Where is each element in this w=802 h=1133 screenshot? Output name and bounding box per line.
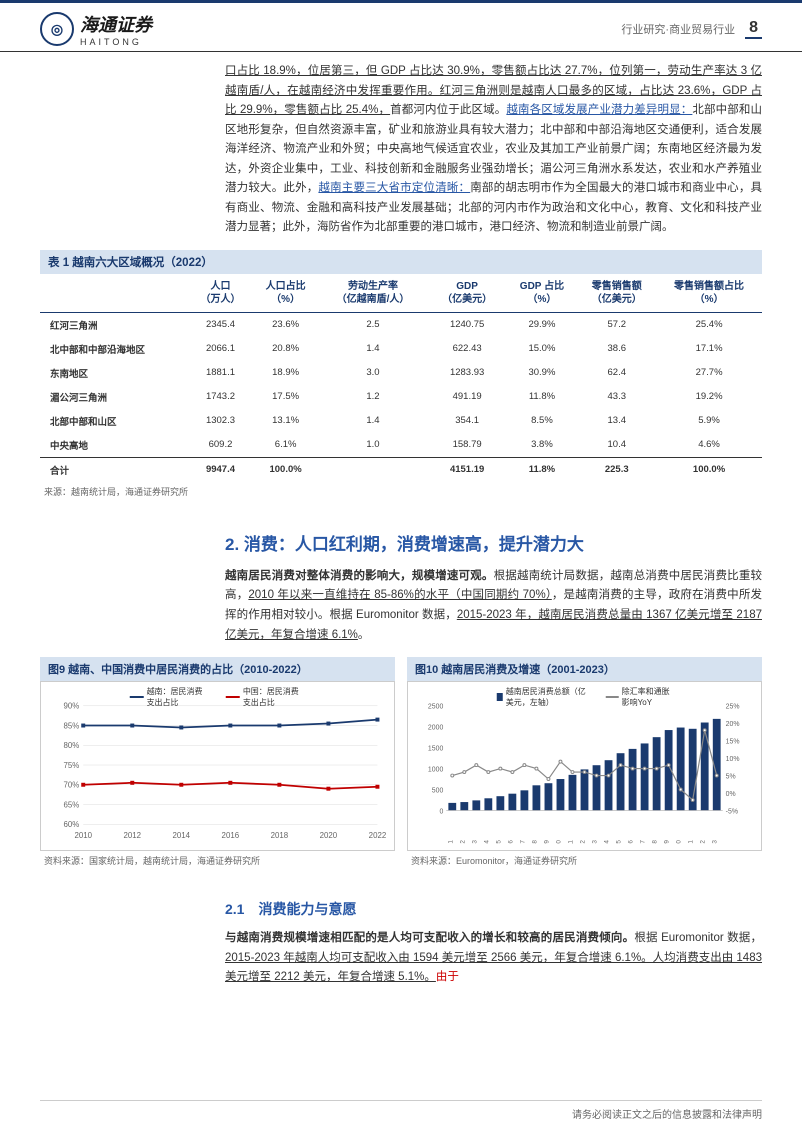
svg-text:2010: 2010 xyxy=(555,840,562,844)
svg-text:2005: 2005 xyxy=(495,840,502,844)
svg-text:500: 500 xyxy=(432,788,444,795)
svg-text:1000: 1000 xyxy=(428,767,444,774)
svg-text:2008: 2008 xyxy=(531,840,538,844)
svg-text:2020: 2020 xyxy=(320,831,338,840)
section2-paragraph: 越南居民消费对整体消费的影响大，规模增速可观。根据越南统计局数据，越南总消费中居… xyxy=(40,567,762,645)
chart10-source: 资料来源：Euromonitor，海通证券研究所 xyxy=(407,851,762,877)
svg-text:75%: 75% xyxy=(64,761,80,770)
chart9-source: 资料来源：国家统计局，越南统计局，海通证券研究所 xyxy=(40,851,395,877)
intro-paragraph: 口占比 18.9%，位居第三，但 GDP 占比达 30.9%，零售额占比达 27… xyxy=(40,62,762,238)
svg-text:0%: 0% xyxy=(726,791,736,798)
svg-text:65%: 65% xyxy=(64,801,80,810)
svg-text:2000: 2000 xyxy=(428,725,444,732)
logo-cn: 海通证券 xyxy=(80,11,152,37)
svg-text:60%: 60% xyxy=(64,820,80,829)
svg-text:90%: 90% xyxy=(64,702,80,711)
svg-text:2014: 2014 xyxy=(604,840,611,844)
svg-text:2009: 2009 xyxy=(543,840,550,844)
svg-text:2022: 2022 xyxy=(369,831,387,840)
svg-text:-5%: -5% xyxy=(726,809,738,816)
logo-en: HAITONG xyxy=(80,37,152,47)
svg-text:2017: 2017 xyxy=(640,840,647,844)
svg-text:25%: 25% xyxy=(726,704,740,711)
svg-text:70%: 70% xyxy=(64,781,80,790)
page-number: 8 xyxy=(745,19,762,39)
svg-text:1500: 1500 xyxy=(428,746,444,753)
svg-text:2011: 2011 xyxy=(567,840,574,844)
chart10: 图10 越南居民消费及增速（2001-2023） 越南居民消费总额（亿美元，左轴… xyxy=(407,657,762,877)
svg-text:2021: 2021 xyxy=(688,840,695,844)
sub21-paragraph: 与越南消费规模增速相匹配的是人均可支配收入的增长和较高的居民消费倾向。根据 Eu… xyxy=(40,929,762,988)
logo: ◎ 海通证券 HAITONG xyxy=(40,11,152,47)
chart-row: 图9 越南、中国消费中居民消费的占比（2010-2022） 越南：居民消费支出占… xyxy=(40,657,762,877)
doc-category: 行业研究·商业贸易行业 xyxy=(621,21,735,37)
chart10-title: 图10 越南居民消费及增速（2001-2023） xyxy=(407,657,762,681)
logo-icon: ◎ xyxy=(40,12,74,46)
region-table: 人口（万人）人口占比（%）劳动生产率（亿越南盾/人）GDP（亿美元）GDP 占比… xyxy=(40,274,762,482)
svg-text:2012: 2012 xyxy=(123,831,141,840)
svg-text:2014: 2014 xyxy=(173,831,191,840)
svg-text:2022: 2022 xyxy=(700,840,707,844)
svg-text:2018: 2018 xyxy=(271,831,289,840)
svg-text:2013: 2013 xyxy=(592,840,599,844)
svg-text:15%: 15% xyxy=(726,739,740,746)
svg-text:5%: 5% xyxy=(726,774,736,781)
svg-text:85%: 85% xyxy=(64,722,80,731)
svg-text:2020: 2020 xyxy=(676,840,683,844)
table1-title: 表 1 越南六大区域概况（2022） xyxy=(40,250,762,274)
chart9-title: 图9 越南、中国消费中居民消费的占比（2010-2022） xyxy=(40,657,395,681)
svg-text:2019: 2019 xyxy=(664,840,671,844)
svg-text:2018: 2018 xyxy=(652,840,659,844)
svg-text:2003: 2003 xyxy=(471,840,478,844)
svg-text:20%: 20% xyxy=(726,721,740,728)
svg-text:80%: 80% xyxy=(64,741,80,750)
page-header: ◎ 海通证券 HAITONG 行业研究·商业贸易行业 8 xyxy=(0,3,802,52)
svg-text:2010: 2010 xyxy=(74,831,92,840)
svg-text:2023: 2023 xyxy=(712,840,719,844)
svg-text:2016: 2016 xyxy=(628,840,635,844)
svg-text:2004: 2004 xyxy=(483,840,490,844)
svg-text:10%: 10% xyxy=(726,756,740,763)
svg-text:2015: 2015 xyxy=(616,840,623,844)
sub21-heading: 2.1 消费能力与意愿 xyxy=(40,899,762,919)
svg-text:2500: 2500 xyxy=(428,704,444,711)
svg-text:2007: 2007 xyxy=(519,840,526,844)
svg-text:2012: 2012 xyxy=(580,840,587,844)
footer-divider xyxy=(40,1100,762,1101)
svg-text:2006: 2006 xyxy=(507,840,514,844)
svg-text:2016: 2016 xyxy=(222,831,240,840)
table1-source: 来源：越南统计局，海通证券研究所 xyxy=(40,482,762,508)
svg-text:2001: 2001 xyxy=(447,840,454,844)
svg-text:2002: 2002 xyxy=(459,840,466,844)
chart9: 图9 越南、中国消费中居民消费的占比（2010-2022） 越南：居民消费支出占… xyxy=(40,657,395,877)
svg-text:0: 0 xyxy=(439,809,443,816)
footer-text: 请务必阅读正文之后的信息披露和法律声明 xyxy=(572,1106,762,1121)
section2-heading: 2. 消费：人口红利期，消费增速高，提升潜力大 xyxy=(40,530,762,555)
